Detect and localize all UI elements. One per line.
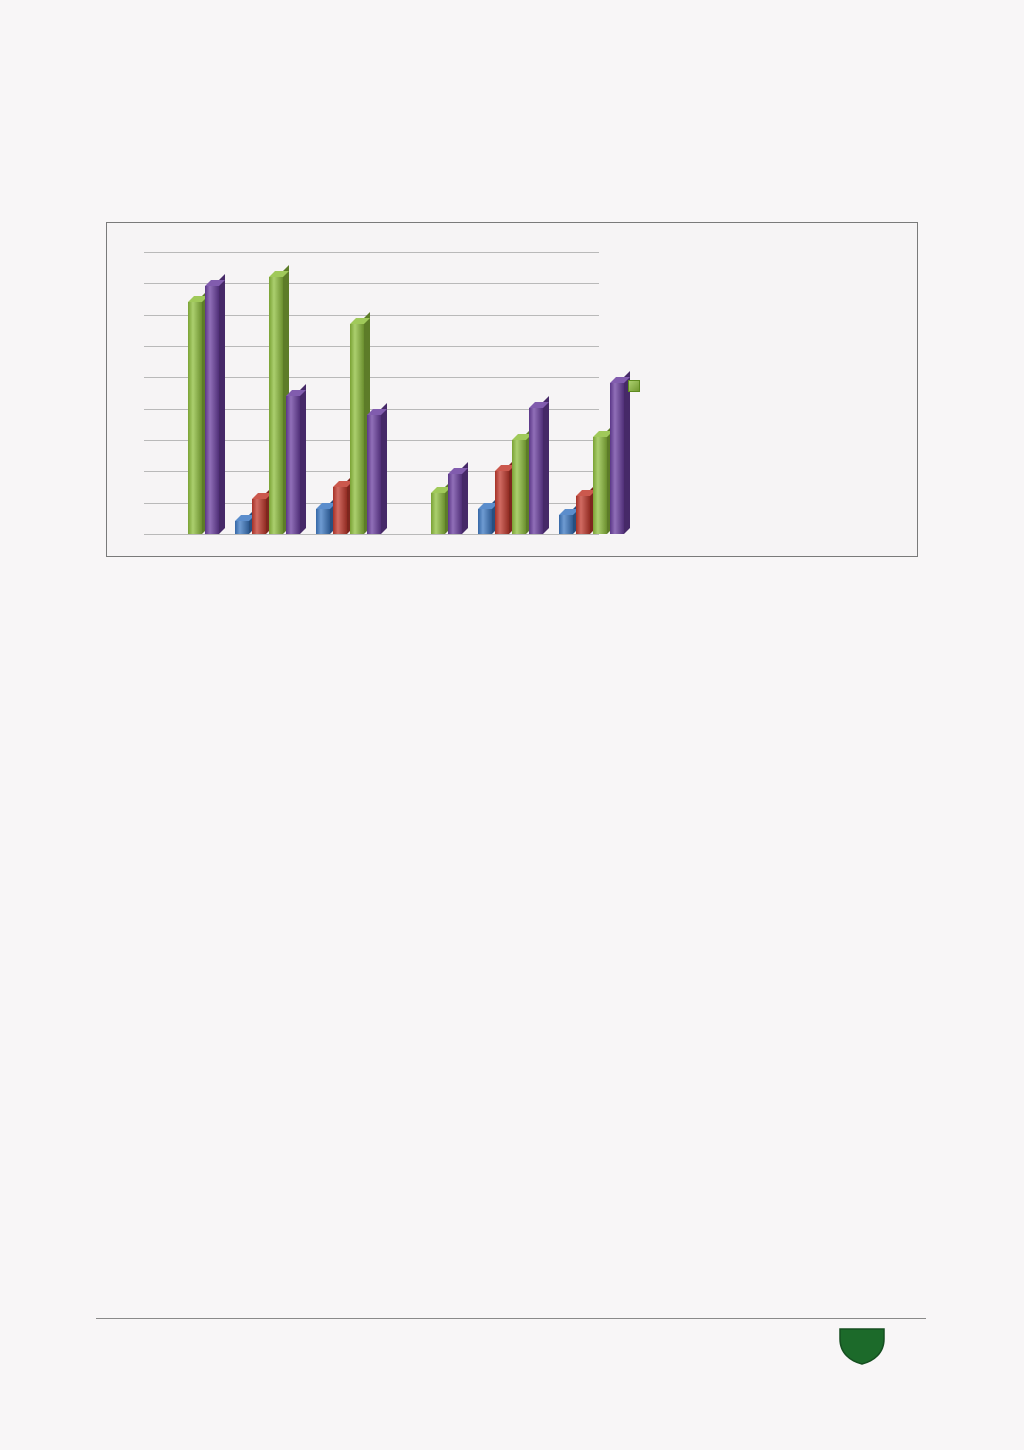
legend-swatch <box>628 380 640 392</box>
chart-bar <box>269 277 283 534</box>
chart-bar <box>495 471 509 534</box>
chart-bar <box>478 509 492 534</box>
chart-frame <box>106 222 918 557</box>
chart-bar <box>610 383 624 534</box>
chart-bar <box>448 474 462 534</box>
chart-bar <box>512 440 526 534</box>
chart-bar <box>593 437 607 534</box>
chart-bar <box>350 324 364 534</box>
footer-divider <box>96 1318 926 1319</box>
chart-bar <box>235 521 249 534</box>
chart-bar <box>576 496 590 534</box>
chart-bar <box>431 493 445 534</box>
chart-bar <box>286 396 300 534</box>
chart-legend <box>628 380 748 400</box>
chart-bar <box>367 415 381 534</box>
chart-bar <box>529 408 543 534</box>
chart-bar <box>205 286 219 534</box>
chart-gridline <box>144 252 599 253</box>
footer-shield-icon <box>838 1327 886 1365</box>
chart-plot-area <box>144 252 599 534</box>
chart-bar <box>559 515 573 534</box>
chart-gridline <box>144 534 599 535</box>
chart-bar <box>252 499 266 534</box>
chart-bar <box>333 487 347 534</box>
chart-bar <box>188 302 202 534</box>
page-background <box>0 0 1024 1450</box>
chart-bar <box>316 509 330 534</box>
